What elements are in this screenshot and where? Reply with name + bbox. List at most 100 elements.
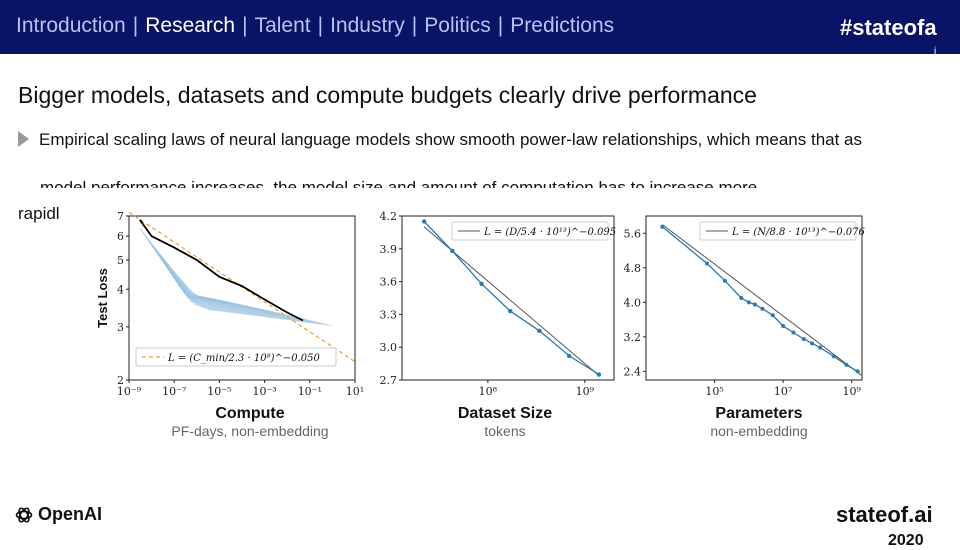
y-tick-label: 5	[117, 254, 124, 267]
y-tick-label: 4.0	[624, 296, 642, 309]
dataset-point	[450, 248, 455, 254]
parameters-fit-line	[662, 224, 863, 377]
parameters-title: Parameters	[715, 405, 802, 422]
nav-item-industry[interactable]: Industry	[330, 14, 405, 37]
openai-knot-icon	[15, 506, 33, 523]
y-tick-label: 2	[117, 374, 124, 387]
dataset-x-ticks: 10⁸ 10⁹	[479, 380, 595, 398]
parameters-point	[704, 261, 709, 266]
dataset-legend-label: L = (D/5.4 · 10¹³)^−0.095	[483, 227, 616, 238]
dataset-title: Dataset Size	[458, 405, 552, 422]
compute-run-line	[183, 292, 291, 317]
y-tick-label: 5.6	[624, 227, 642, 240]
y-tick-label: 3.3	[380, 308, 398, 321]
compute-legend-label: L = (C_min/2.3 · 10⁸)^−0.050	[167, 353, 321, 364]
compute-run-line	[195, 304, 311, 321]
year-label: 2020	[888, 532, 924, 549]
dataset-point	[537, 328, 542, 333]
bullet-line-4: rapidl	[18, 204, 60, 223]
parameters-point	[746, 300, 751, 305]
nav-item-predictions[interactable]: Predictions	[510, 14, 615, 37]
parameters-points	[660, 224, 860, 374]
parameters-legend-label: L = (N/8.8 · 10¹³)^−0.076	[731, 227, 866, 238]
y-tick-label: 4.2	[380, 210, 398, 223]
dataset-y-ticks: 2.7 3.0 3.3 3.6 3.9 4.2	[380, 210, 402, 387]
parameters-point	[810, 341, 815, 346]
nav-separator: |	[497, 14, 504, 37]
parameters-x-ticks: 10⁵ 10⁷ 10⁹	[705, 380, 861, 398]
bullet-triangle-icon	[18, 131, 29, 147]
bullet-line-3: model performance increases, the model s…	[18, 180, 918, 188]
parameters-point	[660, 224, 665, 229]
parameters-y-ticks: 2.4 3.2 4.0 4.8 5.6	[624, 227, 646, 378]
x-tick-label: 10⁹	[576, 385, 595, 398]
parameters-point	[855, 369, 860, 374]
compute-y-ticks: 2 3 4 5 6 7	[117, 210, 129, 387]
compute-run-line	[207, 308, 332, 327]
parameters-point	[722, 278, 727, 283]
x-tick-label: 10⁻⁹	[117, 385, 142, 398]
section-nav: Introduction | Research | Talent | Industry | Po…	[16, 14, 614, 38]
compute-x-ticks: 10⁻⁹ 10⁻⁷ 10⁻⁵ 10⁻³ 10⁻¹ 10¹	[117, 380, 364, 398]
x-tick-label: 10⁻¹	[298, 385, 322, 398]
y-tick-label: 2.7	[380, 374, 398, 387]
compute-run-line	[189, 300, 301, 319]
x-tick-label: 10⁸	[479, 385, 498, 398]
parameters-point	[760, 306, 765, 311]
x-tick-label: 10⁹	[842, 385, 861, 398]
scaling-laws-chart: 10⁻⁹ 10⁻⁷ 10⁻⁵ 10⁻³ 10⁻¹ 10¹ 2 3 4 5 6 7 L = (C_mi…	[95, 210, 866, 439]
openai-logo-text: OpenAI	[38, 504, 103, 524]
dataset-point	[596, 372, 602, 377]
y-tick-label: 4.8	[624, 262, 642, 275]
y-tick-label: 4	[117, 283, 124, 296]
parameters-point	[818, 345, 823, 350]
parameters-point	[752, 302, 757, 307]
x-tick-label: 10⁻⁵	[207, 385, 231, 398]
compute-panel: 10⁻⁹ 10⁻⁷ 10⁻⁵ 10⁻³ 10⁻¹ 10¹ 2 3 4 5 6 7 L = (C_mi…	[95, 210, 364, 439]
y-tick-label: 6	[117, 230, 124, 243]
hashtag-overflow: i	[934, 46, 937, 54]
parameters-subtitle: non-embedding	[710, 423, 807, 439]
y-tick-label: 7	[117, 210, 124, 223]
nav-item-introduction[interactable]: Introduction	[16, 14, 126, 37]
bullet-line-1: Empirical scaling laws of neural languag…	[39, 130, 863, 149]
hashtag: #stateofa	[840, 15, 937, 40]
dataset-point	[421, 219, 427, 224]
dataset-legend-box	[451, 221, 609, 241]
parameters-point	[801, 337, 806, 341]
dataset-point	[566, 353, 572, 359]
x-tick-label: 10⁵	[705, 385, 723, 398]
dataset-subtitle: tokens	[484, 423, 525, 439]
nav-item-research[interactable]: Research	[145, 14, 236, 37]
dataset-panel: 10⁸ 10⁹ 2.7 3.0 3.3 3.6 3.9 4.2 L = (D/5.4 · 1…	[380, 210, 617, 439]
parameters-series-line	[661, 226, 859, 372]
parameters-legend-box	[699, 221, 857, 241]
dataset-point	[508, 308, 513, 314]
scaling-laws-figure: 10⁻⁹ 10⁻⁷ 10⁻⁵ 10⁻³ 10⁻¹ 10¹ 2 3 4 5 6 7 L = (C_mi…	[92, 210, 872, 446]
y-tick-label: 3.6	[380, 276, 398, 289]
compute-run-line	[204, 307, 327, 325]
parameters-point	[791, 330, 796, 335]
parameters-point	[770, 313, 775, 318]
dataset-points	[421, 219, 602, 377]
y-tick-label: 3.0	[380, 341, 398, 354]
compute-runs	[139, 227, 332, 327]
compute-frontier-line	[139, 219, 304, 322]
nav-item-politics[interactable]: Politics	[424, 14, 491, 37]
parameters-point	[844, 362, 849, 367]
bullet-text: Empirical scaling laws of neural languag…	[18, 126, 908, 153]
nav-item-talent[interactable]: Talent	[254, 14, 311, 37]
nav-separator: |	[132, 14, 139, 37]
x-tick-label: 10⁻³	[252, 385, 276, 398]
nav-separator: |	[242, 14, 248, 37]
parameters-point	[739, 296, 744, 300]
x-tick-label: 10⁷	[774, 385, 793, 398]
compute-run-line	[198, 305, 317, 323]
y-tick-label: 3	[117, 321, 124, 334]
site-url[interactable]: stateof.ai	[836, 502, 933, 527]
compute-y-label: Test Loss	[95, 268, 110, 328]
slide-title: Bigger models, datasets and compute budg…	[18, 82, 757, 108]
y-tick-label: 3.9	[380, 243, 398, 256]
y-tick-label: 2.4	[624, 365, 642, 378]
compute-title: Compute	[215, 405, 284, 422]
